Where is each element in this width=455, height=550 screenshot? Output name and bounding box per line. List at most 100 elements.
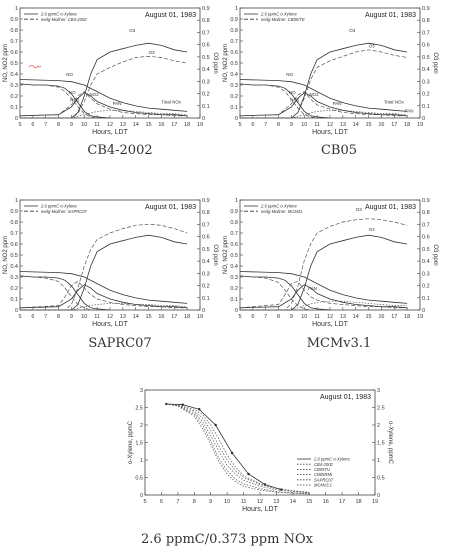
panel-4-legend-label: 2.6 ppmC o-Xylene <box>260 204 298 209</box>
panel-5-y-tick-label: 0 <box>140 493 143 499</box>
panel-5-y-tick-label: 2.5 <box>135 406 143 412</box>
panel-2-annotation: PAN <box>405 109 414 114</box>
panel-1-y-tick-label: 0.7 <box>10 39 18 45</box>
panel-1-y-tick-label: 0.8 <box>10 28 18 34</box>
panel-5-x-tick-label: 9 <box>209 499 212 505</box>
panel-4-legend-label: eedg-Moliner: MCM31 <box>261 209 302 214</box>
panel-2-xlabel: Hours, LDT <box>312 129 349 136</box>
panel-2-y2label: O3 ppm <box>432 52 438 73</box>
panel-4-series-no2-model <box>239 280 408 309</box>
panel-4-y-tick-label: 0.8 <box>230 220 238 226</box>
panel-1-y-tick-label: 0.5 <box>10 61 18 67</box>
panel-2-x-tick-label: 10 <box>301 122 307 128</box>
panel-2-x-tick-label: 11 <box>314 122 320 128</box>
panel-3-y2-tick-label: 0.2 <box>202 284 210 290</box>
panel-1-x-tick-label: 7 <box>44 122 47 128</box>
panel-4-x-tick-label: 17 <box>391 314 397 320</box>
panel-4-y-tick-label: 0.4 <box>230 264 238 270</box>
panel-5-legend-label: CB4-2002 <box>314 462 334 467</box>
panel-2-x-tick-label: 12 <box>327 122 333 128</box>
panel-4-x-tick-label: 13 <box>340 314 346 320</box>
panel-4-y2-tick-label: 0.3 <box>422 271 430 277</box>
panel-1-series-o3-obs <box>20 42 188 119</box>
panel-5-x-tick-label: 6 <box>160 499 163 505</box>
caption-cb4-2002: CB4-2002 <box>87 143 153 158</box>
caption-saprc07: SAPRC07 <box>88 336 152 351</box>
panel-2-x-tick-label: 19 <box>417 122 423 128</box>
panel-1-x-tick-label: 5 <box>18 122 21 128</box>
panel-3-x-tick-label: 16 <box>158 314 164 320</box>
panel-1-series-no-model <box>19 83 110 119</box>
panel-2-series-o3-model <box>240 49 408 119</box>
panel-2-annotation: O3 <box>369 44 376 49</box>
panel-5-y2-tick-label: 2 <box>377 423 380 429</box>
panel-3-y-tick-label: 0 <box>15 308 18 314</box>
panel-5-series-cb05rmi <box>166 403 310 493</box>
panel-3-x-tick-label: 14 <box>133 314 139 320</box>
panel-4-y2-tick-label: 0.4 <box>422 259 430 265</box>
panel-4-y2-tick-label: 0.8 <box>422 210 430 216</box>
panel-5-obs-point <box>230 451 234 455</box>
panel-1-annotation: O3 <box>149 50 156 55</box>
panel-4-x-tick-label: 18 <box>404 314 410 320</box>
panel-1-x-tick-label: 18 <box>184 122 190 128</box>
caption-mcmv3-1: MCMv3.1 <box>306 336 372 351</box>
panel-5-x-tick-label: 10 <box>224 499 230 505</box>
panel-5-obs-point <box>181 403 184 406</box>
panel-3-y-tick-label: 0.7 <box>10 231 18 237</box>
panel-2-annotation: O3 <box>349 28 356 33</box>
panel-4-x-tick-label: 16 <box>378 314 384 320</box>
panel-5-series-2-6-ppmc-o-xylene <box>166 403 282 491</box>
panel-3-y-tick-label: 0.1 <box>10 297 18 303</box>
panel-3-y2-tick-label: 0 <box>202 308 205 314</box>
panel-5-x-tick-label: 14 <box>290 499 296 505</box>
panel-3-x-tick-label: 19 <box>197 314 203 320</box>
panel-3-y2label: O3 ppm <box>212 244 218 265</box>
panel-5-obs-point <box>214 423 217 427</box>
panel-4-y-tick-label: 0.9 <box>230 209 238 215</box>
panel-5-x-tick-label: 18 <box>356 499 362 505</box>
panel-3-x-tick-label: 9 <box>70 314 73 320</box>
panel-1-y-tick-label: 0.4 <box>10 72 18 78</box>
panel-1-y-tick-label: 0 <box>15 116 18 122</box>
panel-2-legend-label: eedg-Moliner: CB05/TE <box>261 17 305 22</box>
caption-cb05: CB05 <box>320 143 358 158</box>
panel-1-y2-tick-label: 0.8 <box>202 18 210 24</box>
panel-4-x-tick-label: 19 <box>417 314 423 320</box>
panel-5-legend-label: MCMv3.1 <box>314 483 332 488</box>
panel-5-obs-point <box>198 408 201 411</box>
panel-3-series-pan <box>20 303 188 311</box>
panel-1-series-no2-model <box>19 91 188 117</box>
panel-2-annotation: NO <box>286 72 293 77</box>
panel-1-series-total-nox <box>19 79 188 112</box>
panel-1-x-tick-label: 13 <box>120 122 126 128</box>
panel-2-annotation: NO2 <box>290 98 300 103</box>
panel-2-x-tick-label: 15 <box>366 122 372 128</box>
panel-1-xlabel: Hours, LDT <box>92 129 129 136</box>
panel-5-ylabel: o-Xylene, ppmC <box>128 420 134 464</box>
caption-oxylene: 2.6 ppmC/0.373 ppm NOx <box>141 532 313 547</box>
panel-3-x-tick-label: 10 <box>81 314 87 320</box>
panel-3-y2-tick-label: 0.7 <box>202 222 210 228</box>
panel-1-annotation: NO2 <box>70 98 80 103</box>
panel-4-x-tick-label: 12 <box>327 314 333 320</box>
panel-4-y-tick-label: 0.3 <box>230 275 238 281</box>
panel-4-x-tick-label: 11 <box>314 314 320 320</box>
panel-2-series-no2-obs <box>239 92 408 117</box>
panel-2-y2-tick-label: 0.9 <box>422 6 430 12</box>
panel-3-y-tick-label: 0.4 <box>10 264 18 270</box>
panel-3-y-tick-label: 0.6 <box>10 242 18 248</box>
panel-2-date-label: August 01, 1983 <box>365 12 416 19</box>
panel-1-legend-label: 2.6 ppmC o-Xylene <box>40 12 78 17</box>
panel-3-y-tick-label: 0.5 <box>10 253 18 259</box>
panel-3-y2-tick-label: 0.4 <box>202 259 210 265</box>
panel-3-series-o3-model <box>20 223 188 311</box>
panel-4-series-total-nox <box>239 271 408 304</box>
panel-3-y-tick-label: 0.9 <box>10 209 18 215</box>
panel-4-series-o3-obs <box>240 234 408 311</box>
panel-5-obs-point <box>247 472 250 476</box>
panel-1-x-tick-label: 12 <box>107 122 113 128</box>
panel-2-y-tick-label: 0.9 <box>230 17 238 23</box>
panel-2-y2-tick-label: 0.3 <box>422 79 430 85</box>
panel-5-x-tick-label: 17 <box>339 499 345 505</box>
